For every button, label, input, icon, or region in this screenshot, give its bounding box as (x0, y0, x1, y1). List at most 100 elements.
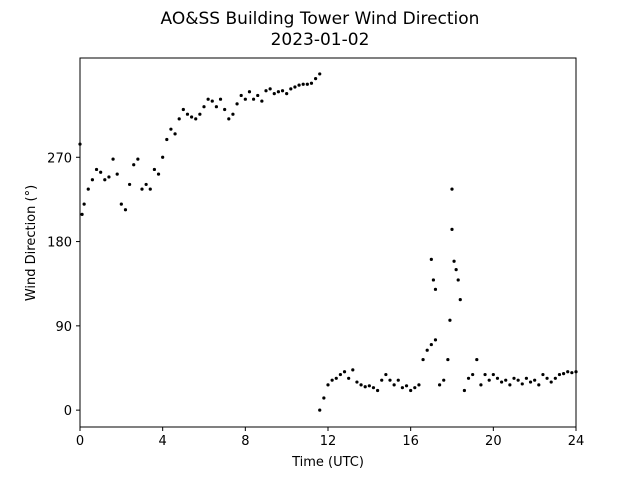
data-point (541, 372, 545, 377)
data-point (280, 89, 285, 93)
data-point (479, 383, 483, 387)
data-point (314, 77, 318, 81)
data-point (508, 383, 512, 387)
data-point (107, 175, 111, 179)
data-point (86, 187, 90, 191)
data-point (557, 372, 562, 377)
data-point (177, 117, 181, 121)
data-point (99, 170, 103, 174)
data-point (272, 91, 276, 96)
data-point (297, 83, 301, 87)
data-point (264, 89, 268, 93)
data-point (169, 127, 173, 131)
data-point (227, 117, 231, 121)
data-point (223, 107, 227, 112)
data-point (334, 376, 338, 380)
y-axis-label: Wind Direction (°) (24, 185, 39, 301)
data-point (363, 385, 367, 389)
data-point (450, 227, 454, 231)
data-point (417, 383, 421, 387)
data-point (392, 383, 396, 387)
data-point (448, 318, 452, 322)
data-point (446, 357, 450, 362)
data-point (276, 90, 280, 94)
data-point (173, 132, 177, 136)
data-point (144, 182, 148, 187)
data-point (475, 357, 479, 362)
data-point (198, 112, 202, 116)
data-point (396, 378, 400, 382)
data-point (305, 82, 309, 86)
data-point (404, 384, 409, 388)
data-point (466, 376, 471, 380)
y-tick-label: 180 (47, 236, 72, 251)
data-point (495, 376, 500, 380)
data-point (545, 376, 549, 380)
data-point (80, 212, 84, 217)
y-tick-label: 90 (55, 320, 72, 335)
data-point (293, 85, 297, 89)
data-point (342, 370, 347, 374)
data-point (376, 388, 380, 393)
data-point (194, 117, 198, 121)
data-point (562, 372, 566, 376)
data-point (202, 105, 206, 109)
data-point (231, 112, 235, 116)
data-point (433, 287, 438, 291)
data-point (285, 91, 289, 96)
data-point (322, 396, 326, 400)
x-tick-label: 8 (241, 434, 249, 449)
data-point (206, 97, 210, 101)
data-point (456, 278, 460, 282)
data-point (483, 372, 487, 377)
data-point (524, 376, 529, 380)
data-point (388, 378, 392, 382)
chart-subtitle: 2023-01-02 (271, 30, 370, 50)
data-point (152, 167, 156, 172)
data-point (161, 155, 165, 159)
x-tick-label: 24 (568, 434, 585, 449)
data-point (78, 142, 82, 146)
data-point (570, 371, 574, 375)
data-point (268, 87, 272, 91)
data-point (111, 157, 115, 161)
data-point (400, 386, 404, 390)
data-point (318, 408, 322, 412)
data-point (452, 259, 456, 263)
data-point (442, 378, 446, 382)
data-point (214, 105, 218, 109)
data-point (123, 208, 128, 212)
data-point (458, 298, 462, 302)
data-point (355, 380, 359, 384)
data-point (156, 172, 161, 176)
data-point (119, 202, 123, 206)
data-point (185, 112, 190, 116)
data-point (132, 163, 136, 167)
data-point (301, 82, 305, 86)
data-point (429, 257, 433, 261)
data-point (454, 268, 458, 272)
data-point (380, 378, 384, 382)
data-point (148, 187, 152, 191)
data-point (533, 378, 537, 382)
x-tick-label: 16 (402, 434, 419, 449)
data-point (90, 178, 94, 182)
data-point (94, 167, 99, 172)
data-point (330, 378, 334, 382)
data-point (181, 107, 185, 112)
data-point (103, 178, 107, 182)
data-point (136, 157, 140, 161)
data-point (537, 383, 541, 387)
data-point (516, 378, 520, 382)
data-point (471, 372, 475, 377)
data-point (500, 380, 504, 384)
data-point (549, 380, 553, 384)
data-point (140, 187, 144, 191)
data-point (247, 90, 252, 94)
data-point (347, 376, 351, 380)
x-axis-label: Time (UTC) (291, 455, 364, 470)
data-point (462, 388, 466, 393)
data-point (433, 338, 438, 342)
data-point (429, 342, 433, 347)
